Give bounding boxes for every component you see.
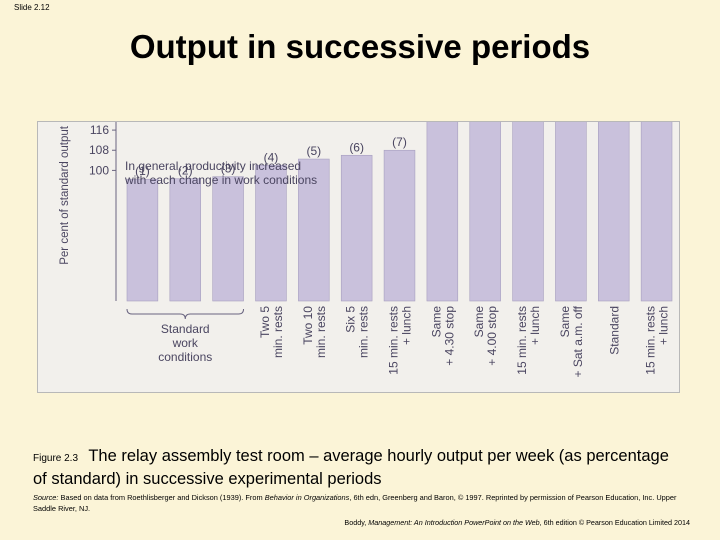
period-label: (6) xyxy=(349,140,364,154)
category-label: Two 10min. rests xyxy=(301,306,328,358)
footer-rest: , 6th edition © Pearson Education Limite… xyxy=(539,518,690,527)
bar-period-9 xyxy=(469,122,501,302)
category-label: 15 min. rests+ lunch xyxy=(515,306,542,375)
bar-period-1 xyxy=(126,178,159,302)
bar-period-4 xyxy=(255,165,287,302)
period-label: (5) xyxy=(306,144,321,158)
bar-period-2 xyxy=(169,178,201,302)
bar-chart: 100108116124132Per cent of standard outp… xyxy=(59,122,673,377)
bar-period-13 xyxy=(640,122,673,302)
category-label: Same+ 4.30 stop xyxy=(429,306,456,366)
figure-caption: Figure 2.3 The relay assembly test room … xyxy=(33,446,683,490)
y-tick-label: 116 xyxy=(90,123,109,137)
category-label: Two 5min. rests xyxy=(258,306,285,358)
bar-period-6 xyxy=(340,154,373,302)
category-label: 15 min. rests+ lunch xyxy=(644,306,671,375)
period-label: (1) xyxy=(135,164,150,178)
chart-annotation: In general, productivity increased with e… xyxy=(124,159,317,187)
slide-number: Slide 2.12 xyxy=(14,3,50,12)
source-text-1: Based on data from Roethlisberger and Di… xyxy=(58,493,265,502)
source-prefix: Source: xyxy=(33,493,59,502)
source-text-2: , 6th edn, Greenberg and Baron, © 1997. … xyxy=(33,493,677,513)
slide-title: Output in successive periods xyxy=(129,28,591,65)
bar-period-7 xyxy=(383,149,416,302)
footer-credit: Boddy, Management: An Introduction Power… xyxy=(344,518,690,527)
source-book: Behavior in Organizations xyxy=(264,493,350,502)
period-label: (4) xyxy=(264,150,279,164)
y-axis-title: Per cent of standard output xyxy=(59,125,71,265)
period-label: (2) xyxy=(178,164,193,178)
group-label: Standard work conditions xyxy=(158,322,212,364)
y-tick-label: 108 xyxy=(89,143,109,157)
bar-period-3 xyxy=(212,176,244,302)
category-label: Same+ 4.00 stop xyxy=(472,306,499,366)
footer-book: Management: An Introduction PowerPoint o… xyxy=(368,518,540,527)
y-tick-label: 100 xyxy=(89,163,109,177)
chart-container: 100108116124132Per cent of standard outp… xyxy=(37,121,680,393)
figure-label: Figure 2.3 xyxy=(33,453,79,464)
group-brace xyxy=(126,308,245,320)
bar-period-8 xyxy=(426,122,459,302)
bar-period-5 xyxy=(298,158,330,302)
category-label: Same+ Sat a.m. off xyxy=(558,305,585,377)
footer-author: Boddy, xyxy=(344,518,369,527)
bar-period-10 xyxy=(512,122,544,302)
source-note: Source: Based on data from Roethlisberge… xyxy=(33,492,693,514)
bar-period-11 xyxy=(555,122,587,302)
period-label: (7) xyxy=(392,135,407,149)
category-label: Six 5min. rests xyxy=(344,306,371,358)
bar-period-12 xyxy=(598,122,630,302)
period-label: (3) xyxy=(221,162,236,176)
category-label: Standard xyxy=(608,306,622,355)
caption-text: The relay assembly test room – average h… xyxy=(33,447,669,488)
category-label: 15 min. rests+ lunch xyxy=(387,306,414,375)
